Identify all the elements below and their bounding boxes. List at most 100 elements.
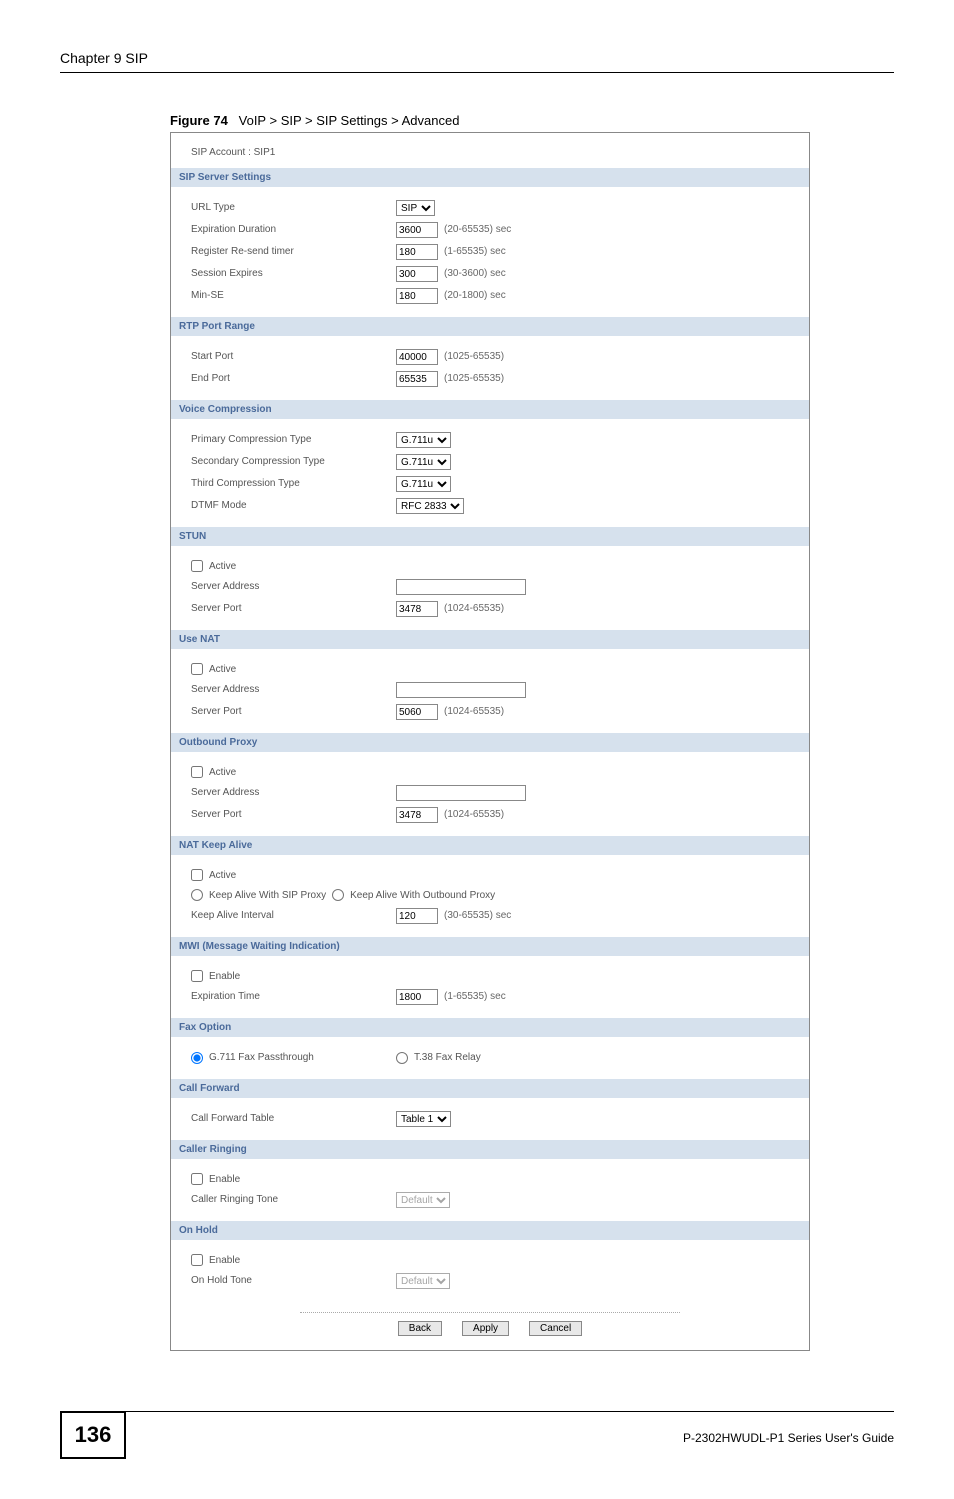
nat-server-address-label: Server Address	[191, 683, 396, 697]
start-port-label: Start Port	[191, 350, 396, 364]
stun-active-checkbox[interactable]	[191, 560, 203, 572]
section-on-hold: On Hold	[171, 1221, 809, 1240]
nat-server-port-hint: (1024-65535)	[444, 705, 504, 719]
section-call-forward: Call Forward	[171, 1079, 809, 1098]
section-voice-compression: Voice Compression	[171, 400, 809, 419]
keepalive-sip-proxy-radio[interactable]	[191, 889, 203, 901]
register-resend-label: Register Re-send timer	[191, 245, 396, 259]
start-port-hint: (1025-65535)	[444, 350, 504, 364]
back-button[interactable]: Back	[398, 1321, 442, 1336]
mwi-enable-label: Enable	[209, 971, 240, 982]
session-expires-input[interactable]	[396, 266, 438, 282]
sip-account-label: SIP Account : SIP1	[171, 143, 809, 168]
cancel-button[interactable]: Cancel	[529, 1321, 582, 1336]
expiration-duration-input[interactable]	[396, 222, 438, 238]
stun-server-address-label: Server Address	[191, 580, 396, 594]
apply-button[interactable]: Apply	[462, 1321, 509, 1336]
expiration-duration-label: Expiration Duration	[191, 223, 396, 237]
end-port-hint: (1025-65535)	[444, 372, 504, 386]
section-use-nat: Use NAT	[171, 630, 809, 649]
figure-title: VoIP > SIP > SIP Settings > Advanced	[239, 113, 460, 128]
outbound-server-port-input[interactable]	[396, 807, 438, 823]
on-hold-tone-label: On Hold Tone	[191, 1274, 396, 1288]
section-sip-server: SIP Server Settings	[171, 168, 809, 187]
mwi-expiration-input[interactable]	[396, 989, 438, 1005]
url-type-select[interactable]: SIP	[396, 200, 435, 216]
keepalive-sip-proxy-label: Keep Alive With SIP Proxy	[209, 890, 326, 901]
end-port-input[interactable]	[396, 371, 438, 387]
on-hold-tone-select[interactable]: Default	[396, 1273, 450, 1289]
min-se-label: Min-SE	[191, 289, 396, 303]
primary-compression-select[interactable]: G.711u	[396, 432, 451, 448]
section-nat-keep-alive: NAT Keep Alive	[171, 836, 809, 855]
page-footer: 136 P-2302HWUDL-P1 Series User's Guide	[60, 1411, 894, 1459]
section-outbound-proxy: Outbound Proxy	[171, 733, 809, 752]
outbound-server-address-input[interactable]	[396, 785, 526, 801]
mwi-enable-checkbox[interactable]	[191, 970, 203, 982]
keepalive-interval-input[interactable]	[396, 908, 438, 924]
outbound-server-port-label: Server Port	[191, 808, 396, 822]
page-number: 136	[60, 1411, 126, 1459]
nat-server-port-input[interactable]	[396, 704, 438, 720]
fax-t38-radio[interactable]	[396, 1052, 408, 1064]
caller-ringing-enable-label: Enable	[209, 1174, 240, 1185]
caller-ringing-tone-label: Caller Ringing Tone	[191, 1193, 396, 1207]
section-fax: Fax Option	[171, 1018, 809, 1037]
nat-server-port-label: Server Port	[191, 705, 396, 719]
start-port-input[interactable]	[396, 349, 438, 365]
secondary-compression-select[interactable]: G.711u	[396, 454, 451, 470]
caller-ringing-tone-select[interactable]: Default	[396, 1192, 450, 1208]
dtmf-mode-label: DTMF Mode	[191, 499, 396, 513]
section-stun: STUN	[171, 527, 809, 546]
secondary-compression-label: Secondary Compression Type	[191, 455, 396, 469]
fax-g711-radio[interactable]	[191, 1052, 203, 1064]
outbound-server-port-hint: (1024-65535)	[444, 808, 504, 822]
mwi-expiration-hint: (1-65535) sec	[444, 990, 506, 1004]
keepalive-interval-label: Keep Alive Interval	[191, 909, 396, 923]
nat-active-checkbox[interactable]	[191, 663, 203, 675]
keepalive-active-checkbox[interactable]	[191, 869, 203, 881]
keepalive-outbound-radio[interactable]	[332, 889, 344, 901]
figure-label: Figure 74	[170, 113, 228, 128]
session-expires-hint: (30-3600) sec	[444, 267, 506, 281]
min-se-input[interactable]	[396, 288, 438, 304]
section-rtp: RTP Port Range	[171, 317, 809, 336]
session-expires-label: Session Expires	[191, 267, 396, 281]
keepalive-interval-hint: (30-65535) sec	[444, 909, 511, 923]
end-port-label: End Port	[191, 372, 396, 386]
third-compression-select[interactable]: G.711u	[396, 476, 451, 492]
stun-server-port-input[interactable]	[396, 601, 438, 617]
mwi-expiration-label: Expiration Time	[191, 990, 396, 1004]
keepalive-outbound-label: Keep Alive With Outbound Proxy	[350, 890, 495, 901]
min-se-hint: (20-1800) sec	[444, 289, 506, 303]
nat-server-address-input[interactable]	[396, 682, 526, 698]
chapter-header: Chapter 9 SIP	[60, 50, 894, 73]
caller-ringing-enable-checkbox[interactable]	[191, 1173, 203, 1185]
stun-active-label: Active	[209, 561, 236, 572]
stun-server-port-label: Server Port	[191, 602, 396, 616]
register-resend-input[interactable]	[396, 244, 438, 260]
stun-server-address-input[interactable]	[396, 579, 526, 595]
section-mwi: MWI (Message Waiting Indication)	[171, 937, 809, 956]
outbound-active-checkbox[interactable]	[191, 766, 203, 778]
button-row: Back Apply Cancel	[300, 1312, 680, 1336]
third-compression-label: Third Compression Type	[191, 477, 396, 491]
fax-t38-label: T.38 Fax Relay	[414, 1051, 481, 1065]
fax-g711-label: G.711 Fax Passthrough	[209, 1051, 314, 1065]
dtmf-mode-select[interactable]: RFC 2833	[396, 498, 464, 514]
url-type-label: URL Type	[191, 201, 396, 215]
stun-server-port-hint: (1024-65535)	[444, 602, 504, 616]
register-resend-hint: (1-65535) sec	[444, 245, 506, 259]
settings-panel: SIP Account : SIP1 SIP Server Settings U…	[170, 132, 810, 1351]
outbound-active-label: Active	[209, 767, 236, 778]
figure-caption: Figure 74 VoIP > SIP > SIP Settings > Ad…	[170, 113, 894, 128]
on-hold-enable-label: Enable	[209, 1255, 240, 1266]
call-forward-table-label: Call Forward Table	[191, 1112, 396, 1126]
on-hold-enable-checkbox[interactable]	[191, 1254, 203, 1266]
outbound-server-address-label: Server Address	[191, 786, 396, 800]
nat-active-label: Active	[209, 664, 236, 675]
keepalive-active-label: Active	[209, 870, 236, 881]
call-forward-table-select[interactable]: Table 1	[396, 1111, 451, 1127]
section-caller-ringing: Caller Ringing	[171, 1140, 809, 1159]
footer-text: P-2302HWUDL-P1 Series User's Guide	[683, 1431, 894, 1459]
